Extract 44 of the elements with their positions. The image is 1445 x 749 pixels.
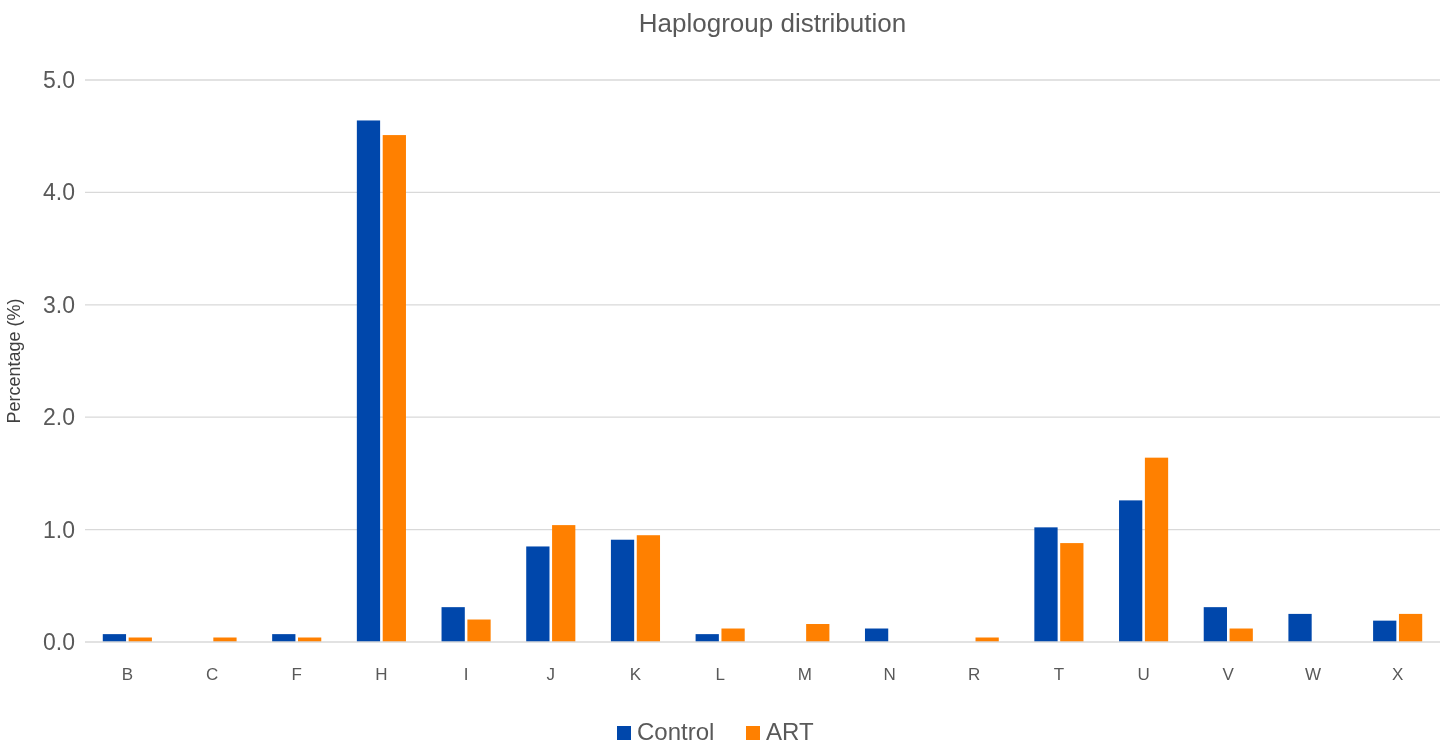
x-tick-label: N bbox=[883, 665, 896, 684]
y-tick-label: 3.0 bbox=[43, 291, 75, 318]
bar bbox=[441, 607, 465, 642]
bar bbox=[806, 624, 830, 642]
y-axis-title: Percentage (%) bbox=[4, 298, 24, 424]
x-tick-label: L bbox=[715, 665, 725, 684]
x-tick-label: U bbox=[1137, 665, 1150, 684]
x-tick-label: W bbox=[1304, 665, 1321, 684]
bar bbox=[1203, 607, 1227, 642]
x-tick-label: I bbox=[463, 665, 469, 684]
chart-title: Haplogroup distribution bbox=[638, 8, 907, 38]
x-tick-label: R bbox=[968, 665, 981, 684]
x-tick-label: H bbox=[375, 665, 388, 684]
bar bbox=[1373, 620, 1397, 642]
y-tick-label: 0.0 bbox=[43, 629, 75, 656]
bar bbox=[610, 539, 635, 642]
x-tick-label: V bbox=[1222, 665, 1235, 684]
bar bbox=[356, 120, 381, 642]
bar bbox=[1288, 613, 1312, 642]
y-tick-label: 1.0 bbox=[43, 516, 75, 543]
bar bbox=[552, 525, 576, 642]
bar bbox=[1119, 500, 1143, 642]
bar bbox=[467, 619, 491, 642]
bar bbox=[636, 535, 661, 642]
bar bbox=[382, 135, 406, 642]
x-tick-label: J bbox=[546, 665, 556, 684]
x-tick-label: F bbox=[291, 665, 302, 684]
bar bbox=[1398, 613, 1423, 642]
bar bbox=[1144, 457, 1169, 642]
bar bbox=[721, 628, 745, 642]
y-tick-label: 5.0 bbox=[43, 67, 75, 94]
x-tick-label: B bbox=[121, 665, 134, 684]
x-tick-label: X bbox=[1391, 665, 1404, 684]
x-tick-label: M bbox=[797, 665, 812, 684]
legend-label: Control bbox=[637, 718, 715, 745]
x-tick-label: C bbox=[205, 665, 219, 684]
bar bbox=[1034, 527, 1058, 642]
bar bbox=[1060, 543, 1084, 642]
y-tick-label: 2.0 bbox=[43, 404, 75, 431]
x-tick-label: K bbox=[629, 665, 642, 684]
x-tick-label: T bbox=[1053, 665, 1065, 684]
legend-label: ART bbox=[766, 718, 814, 745]
bar bbox=[526, 546, 550, 642]
y-tick-label: 4.0 bbox=[43, 179, 75, 206]
